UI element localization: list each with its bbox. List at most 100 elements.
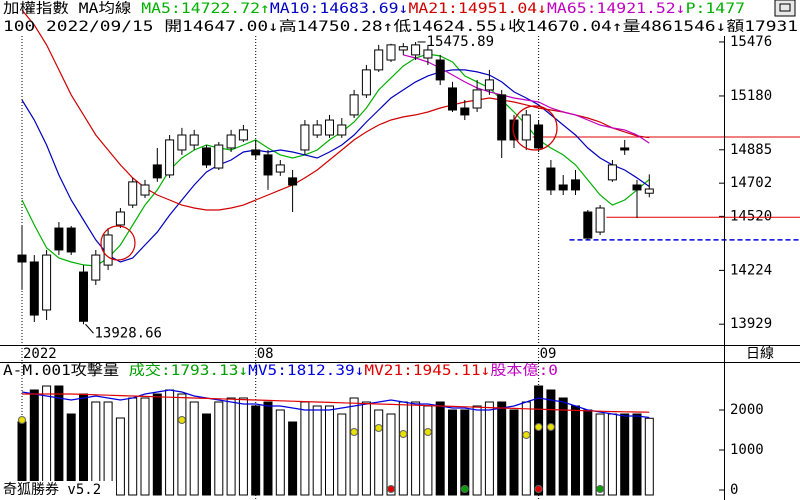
candle-body xyxy=(423,49,433,59)
volume-bar xyxy=(214,401,224,496)
candle-body xyxy=(288,177,298,186)
signal-dot xyxy=(534,423,543,431)
candle-body xyxy=(607,164,617,181)
signal-dot xyxy=(399,430,408,438)
candle-body xyxy=(534,124,544,149)
legend-entry: P:1477 xyxy=(686,1,745,17)
signal-dot xyxy=(423,428,432,436)
volume-bar xyxy=(509,409,519,496)
candle-body xyxy=(189,134,199,146)
candle-body xyxy=(349,94,359,116)
x-tick-label: 2022 xyxy=(23,346,57,362)
y-tick-label: 15476 xyxy=(730,34,772,50)
candle-body xyxy=(620,147,630,151)
volume-bar xyxy=(472,405,482,496)
volume-bar xyxy=(312,405,322,496)
candle-body xyxy=(140,184,150,196)
volume-bar xyxy=(128,397,138,496)
x-tick-label: 08 xyxy=(257,346,274,362)
candle-body xyxy=(644,188,654,194)
legend-entry: MV21:1945.11↓ xyxy=(364,363,490,379)
candle-body xyxy=(361,69,371,96)
volume-bar xyxy=(300,401,310,496)
highlight-circle xyxy=(512,105,558,151)
volume-bar xyxy=(534,385,544,496)
volume-title: A-M.001攻擊量 xyxy=(3,362,119,379)
candle-body xyxy=(152,164,162,179)
volume-bar xyxy=(79,393,88,496)
volume-bar xyxy=(226,397,236,496)
candle-body xyxy=(226,134,236,149)
signal-dot xyxy=(18,416,26,424)
volume-bar xyxy=(361,401,371,496)
volume-bar xyxy=(337,413,347,496)
volume-bar xyxy=(115,417,125,496)
volume-bar xyxy=(558,397,568,496)
candle-body xyxy=(435,59,445,81)
annotation-leader xyxy=(85,323,94,334)
volume-bar xyxy=(571,405,580,496)
candle-body xyxy=(79,271,88,322)
volume-bar xyxy=(620,413,630,496)
candle-body xyxy=(251,149,261,156)
candle-body xyxy=(202,147,211,166)
candle-body xyxy=(275,164,285,173)
candle-body xyxy=(29,261,39,316)
chart-title: 加權指數 xyxy=(3,1,69,17)
candle-body xyxy=(263,154,273,176)
volume-bar xyxy=(644,417,654,496)
y-tick-label: 14520 xyxy=(730,208,772,224)
signal-dot xyxy=(546,423,555,431)
signal-dot xyxy=(534,485,543,493)
ma-line xyxy=(21,9,650,211)
volume-bar xyxy=(521,401,531,496)
volume-bar xyxy=(288,421,298,496)
volume-bar xyxy=(325,405,334,496)
volume-bar xyxy=(251,405,261,496)
volume-bar xyxy=(460,409,470,496)
y-tick-label: 2000 xyxy=(730,402,764,418)
volume-bar xyxy=(42,385,52,496)
volume-legend: A-M.001攻擊量 成交:1793.13↓ MV5:1812.39↓ MV21:1… xyxy=(3,362,558,379)
y-tick-label: 1000 xyxy=(730,442,764,458)
candle-body xyxy=(103,234,113,266)
scroll-button[interactable] xyxy=(774,0,796,17)
candle-body xyxy=(521,114,531,141)
candle-body xyxy=(546,167,556,191)
volume-bar xyxy=(632,413,642,496)
candle-body xyxy=(42,254,52,311)
legend-entry: MA10:14683.69↓ xyxy=(270,1,409,17)
candle-body xyxy=(165,139,175,176)
legend-entry: MV5:1812.39↓ xyxy=(248,363,364,379)
candle-body xyxy=(312,124,322,136)
volume-bar xyxy=(177,393,187,496)
volume-bar xyxy=(349,397,359,496)
candle-body xyxy=(497,94,507,141)
volume-bar xyxy=(398,401,408,496)
quote-info: 100 2022/09/15 開14647.00↓高14750.28↑低1462… xyxy=(3,18,798,35)
plot: 13929 14224 14520 14702 14885 15180 15476 2022 0… xyxy=(17,9,800,500)
candle-body xyxy=(17,254,27,263)
signal-dot xyxy=(387,485,395,493)
volume-bar xyxy=(140,397,150,496)
legend-entry: MA5:14722.72↑ xyxy=(141,1,270,17)
volume-bar xyxy=(54,385,64,496)
volume-bar xyxy=(546,389,556,496)
annotation: 15475.89 xyxy=(427,34,494,50)
volume-summary: 成交:1793.13↓ xyxy=(129,362,248,379)
period-label: 日線 xyxy=(746,346,774,362)
candle-body xyxy=(325,119,334,136)
candle-body xyxy=(214,144,224,169)
candle-body xyxy=(115,211,125,226)
candle-body xyxy=(177,134,187,151)
candle-body xyxy=(91,254,101,281)
ma-line xyxy=(22,393,650,413)
volume-bar xyxy=(29,389,39,496)
candle-body xyxy=(374,49,384,71)
candle-body xyxy=(632,184,642,191)
volume-bar xyxy=(202,413,211,496)
volume-bar xyxy=(607,413,617,496)
volume-bar xyxy=(448,409,457,496)
